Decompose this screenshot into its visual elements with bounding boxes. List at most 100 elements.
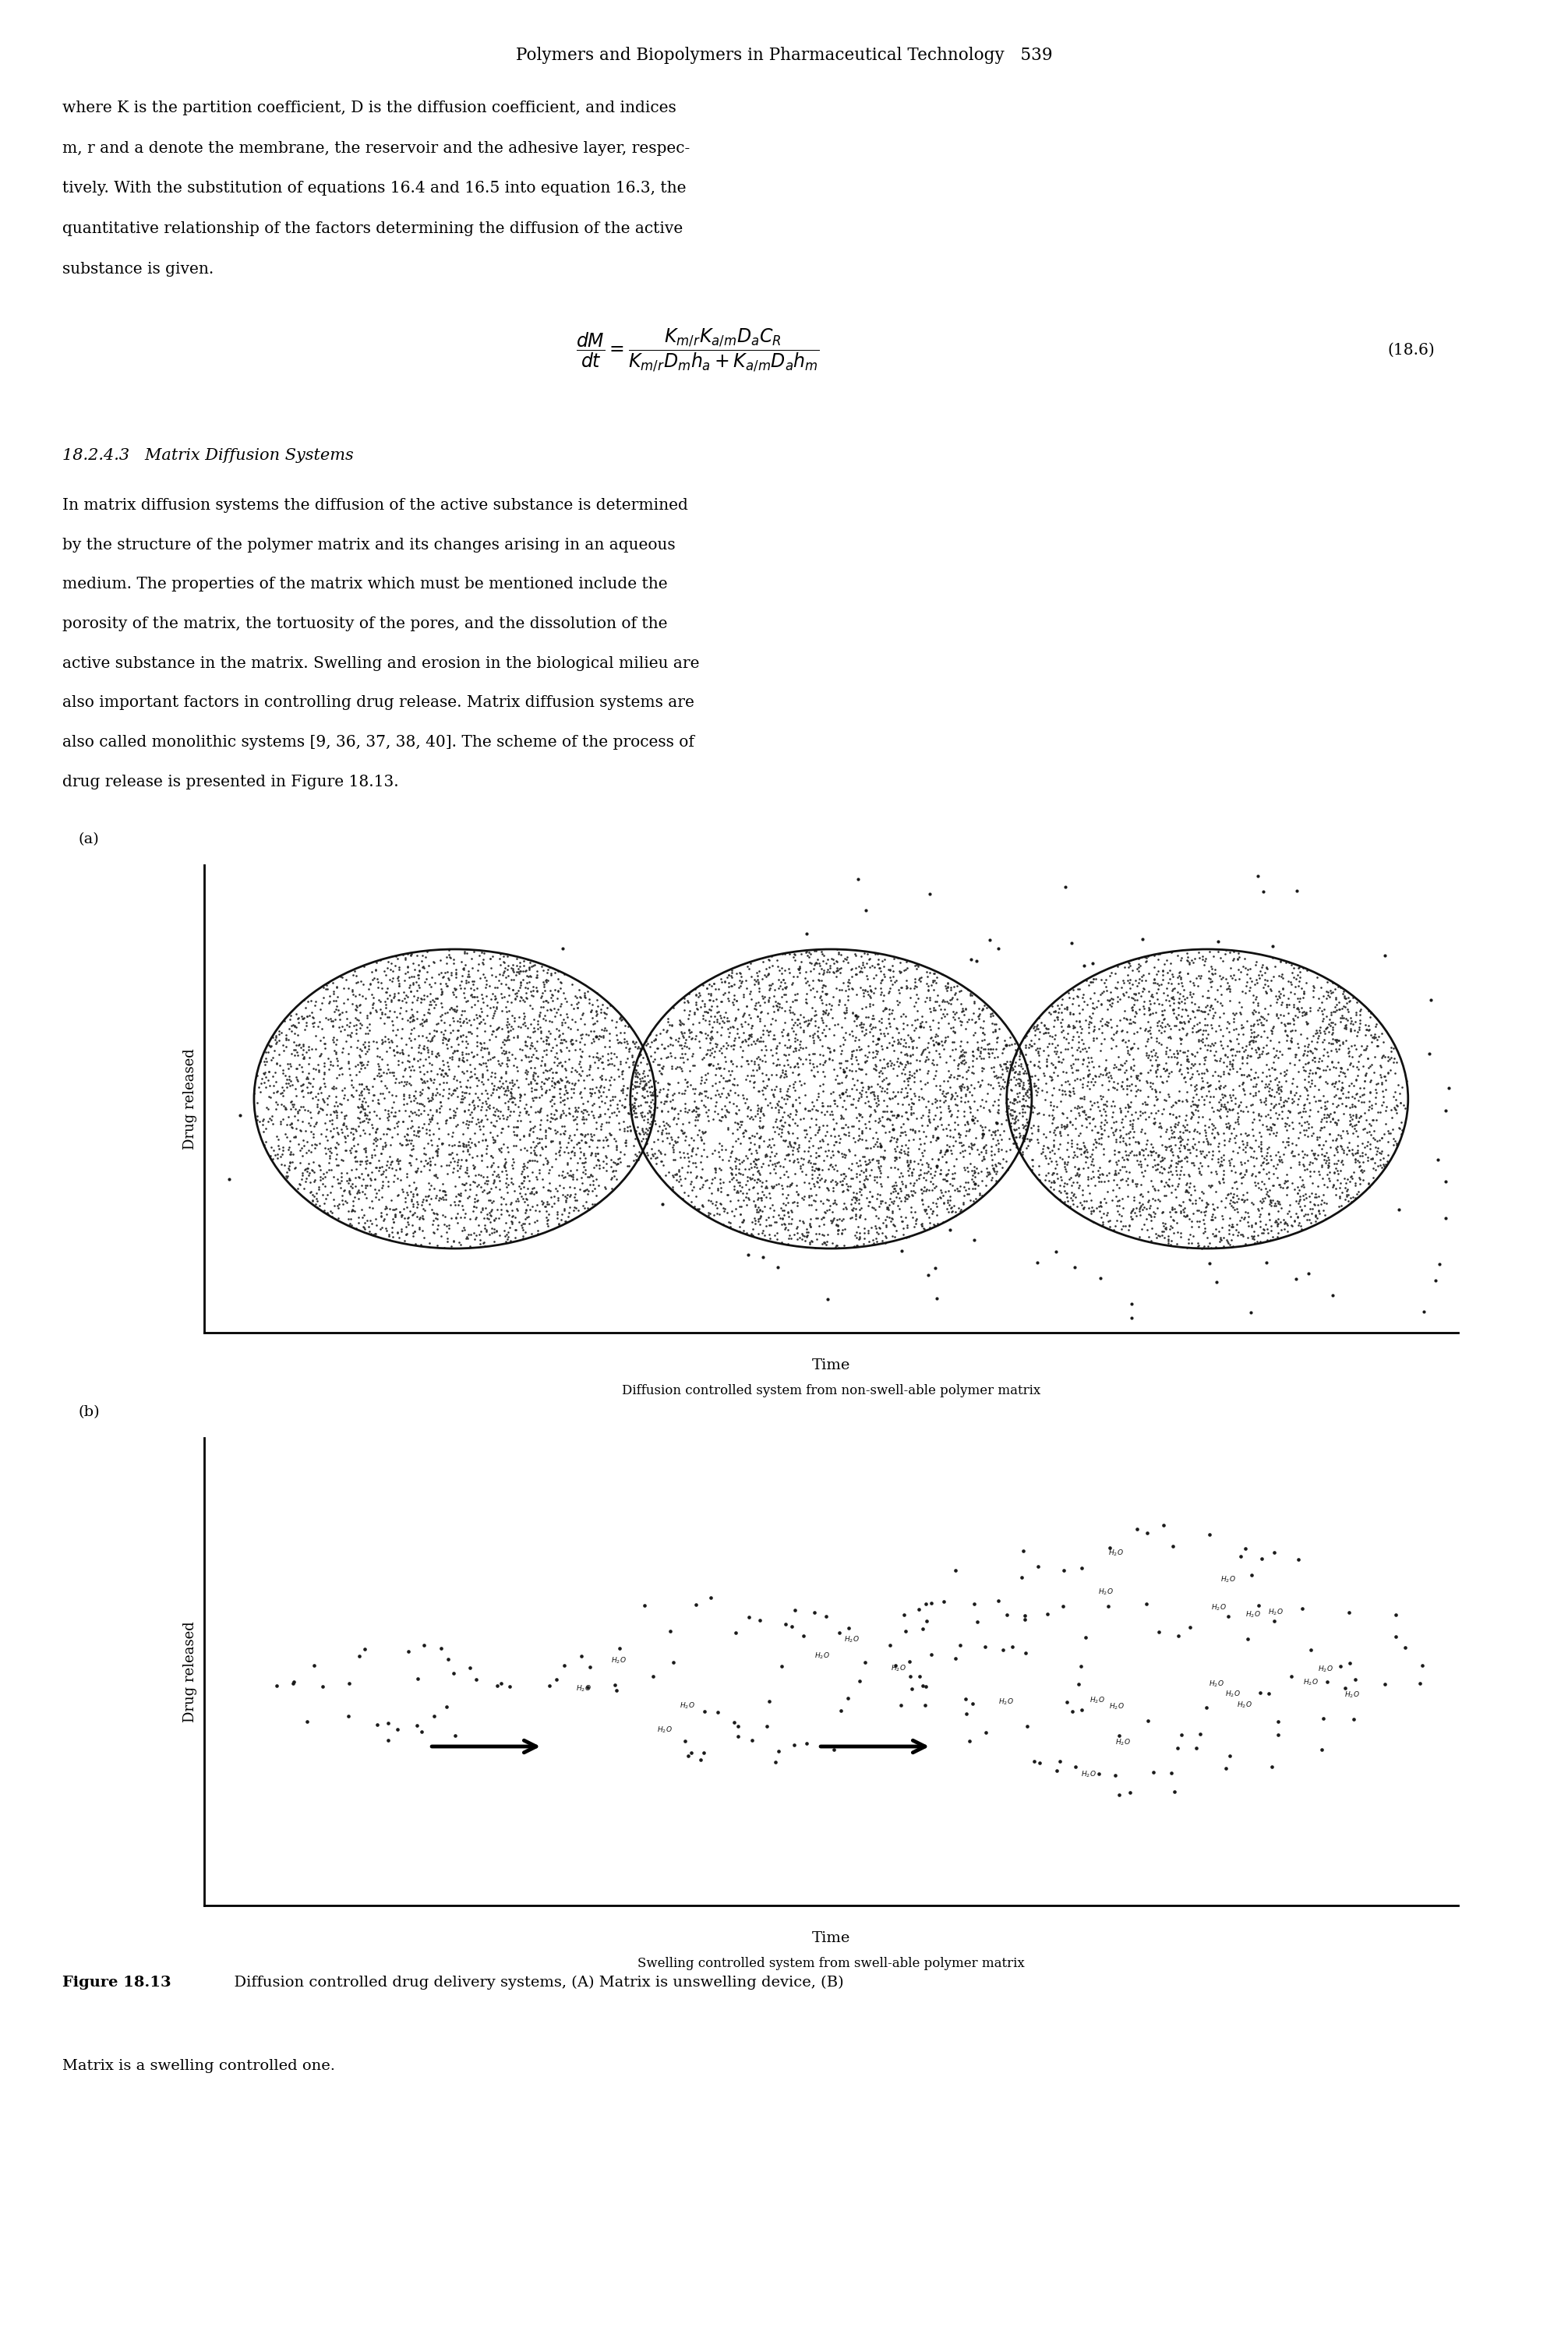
Point [748,987,773,1024]
Point [668,1050,693,1087]
Point [1184,1071,1209,1108]
Point [1215,1003,1240,1040]
Point [245,1101,270,1139]
Point [728,961,753,998]
Point [872,1139,897,1176]
Point [786,1078,811,1115]
Point [408,1211,433,1248]
Point [285,1017,310,1054]
Point [797,1141,822,1178]
Point [448,1199,474,1237]
Point [829,1162,855,1199]
Point [844,1038,869,1075]
Point [638,1073,663,1111]
Point [472,1029,497,1066]
Point [756,966,781,1003]
Point [511,998,536,1036]
Point [651,1104,676,1141]
Point [742,1169,767,1206]
Point [681,1071,706,1108]
Point [850,1225,875,1263]
Point [798,1099,823,1136]
Point [566,1045,591,1082]
Point [654,1104,679,1141]
Point [539,1080,564,1118]
Point [1314,1099,1339,1136]
Point [1347,1164,1372,1202]
Point [1146,1003,1171,1040]
Point [552,1113,577,1150]
Point [1300,1054,1325,1092]
Point [1178,1199,1203,1237]
Point [481,1071,506,1108]
Point [886,1024,911,1061]
Point [1338,1101,1363,1139]
Point [1200,1136,1225,1174]
Point [632,1115,657,1153]
Point [1209,1183,1234,1220]
Point [682,1082,707,1120]
Point [1292,975,1317,1012]
Point [875,975,900,1012]
Point [1292,1068,1317,1106]
Point [1210,1043,1236,1080]
Point [1062,1075,1087,1113]
Point [444,1136,469,1174]
Point [621,1141,646,1178]
Point [1057,1008,1082,1045]
Point [786,1045,811,1082]
Point [1210,1068,1236,1106]
Point [887,1045,913,1082]
Point [602,1667,627,1704]
Point [508,1075,533,1113]
Point [602,1094,627,1132]
Point [739,1148,764,1185]
Point [307,1038,332,1075]
Point [746,984,771,1022]
Point [1190,1061,1215,1099]
Point [1269,1036,1294,1073]
Point [1427,1246,1452,1284]
Point [1025,1108,1051,1146]
Point [911,1667,936,1704]
Point [412,938,437,975]
Point [354,1202,379,1239]
Point [781,1725,806,1763]
Point [1314,963,1339,1001]
Point [1124,968,1149,1005]
Point [931,1031,956,1068]
Point [326,991,351,1029]
Point [953,1033,978,1071]
Point [1109,1197,1134,1234]
Point [301,1050,326,1087]
Point [956,1176,982,1213]
Point [776,949,801,987]
Point [1004,1036,1029,1073]
Point [535,1101,560,1139]
Point [922,1157,947,1195]
Point [1184,1192,1209,1230]
Point [803,1003,828,1040]
Point [764,1029,789,1066]
Point [1019,1141,1044,1178]
Point [398,1146,423,1183]
Point [1265,1185,1290,1223]
Point [1044,1146,1069,1183]
Point [848,1120,873,1157]
Point [444,1178,469,1216]
Point [1272,1204,1297,1241]
Point [522,1029,547,1066]
Point [1287,1078,1312,1115]
Point [572,1026,597,1064]
Point [613,1022,638,1059]
Point [398,1122,423,1160]
Point [707,1195,732,1232]
Point [859,1141,884,1178]
Point [894,1176,919,1213]
Point [1002,1059,1027,1097]
Point [753,1068,778,1106]
Point [546,1181,571,1218]
Point [492,1052,517,1090]
Point [348,1010,373,1047]
Point [873,1197,898,1234]
